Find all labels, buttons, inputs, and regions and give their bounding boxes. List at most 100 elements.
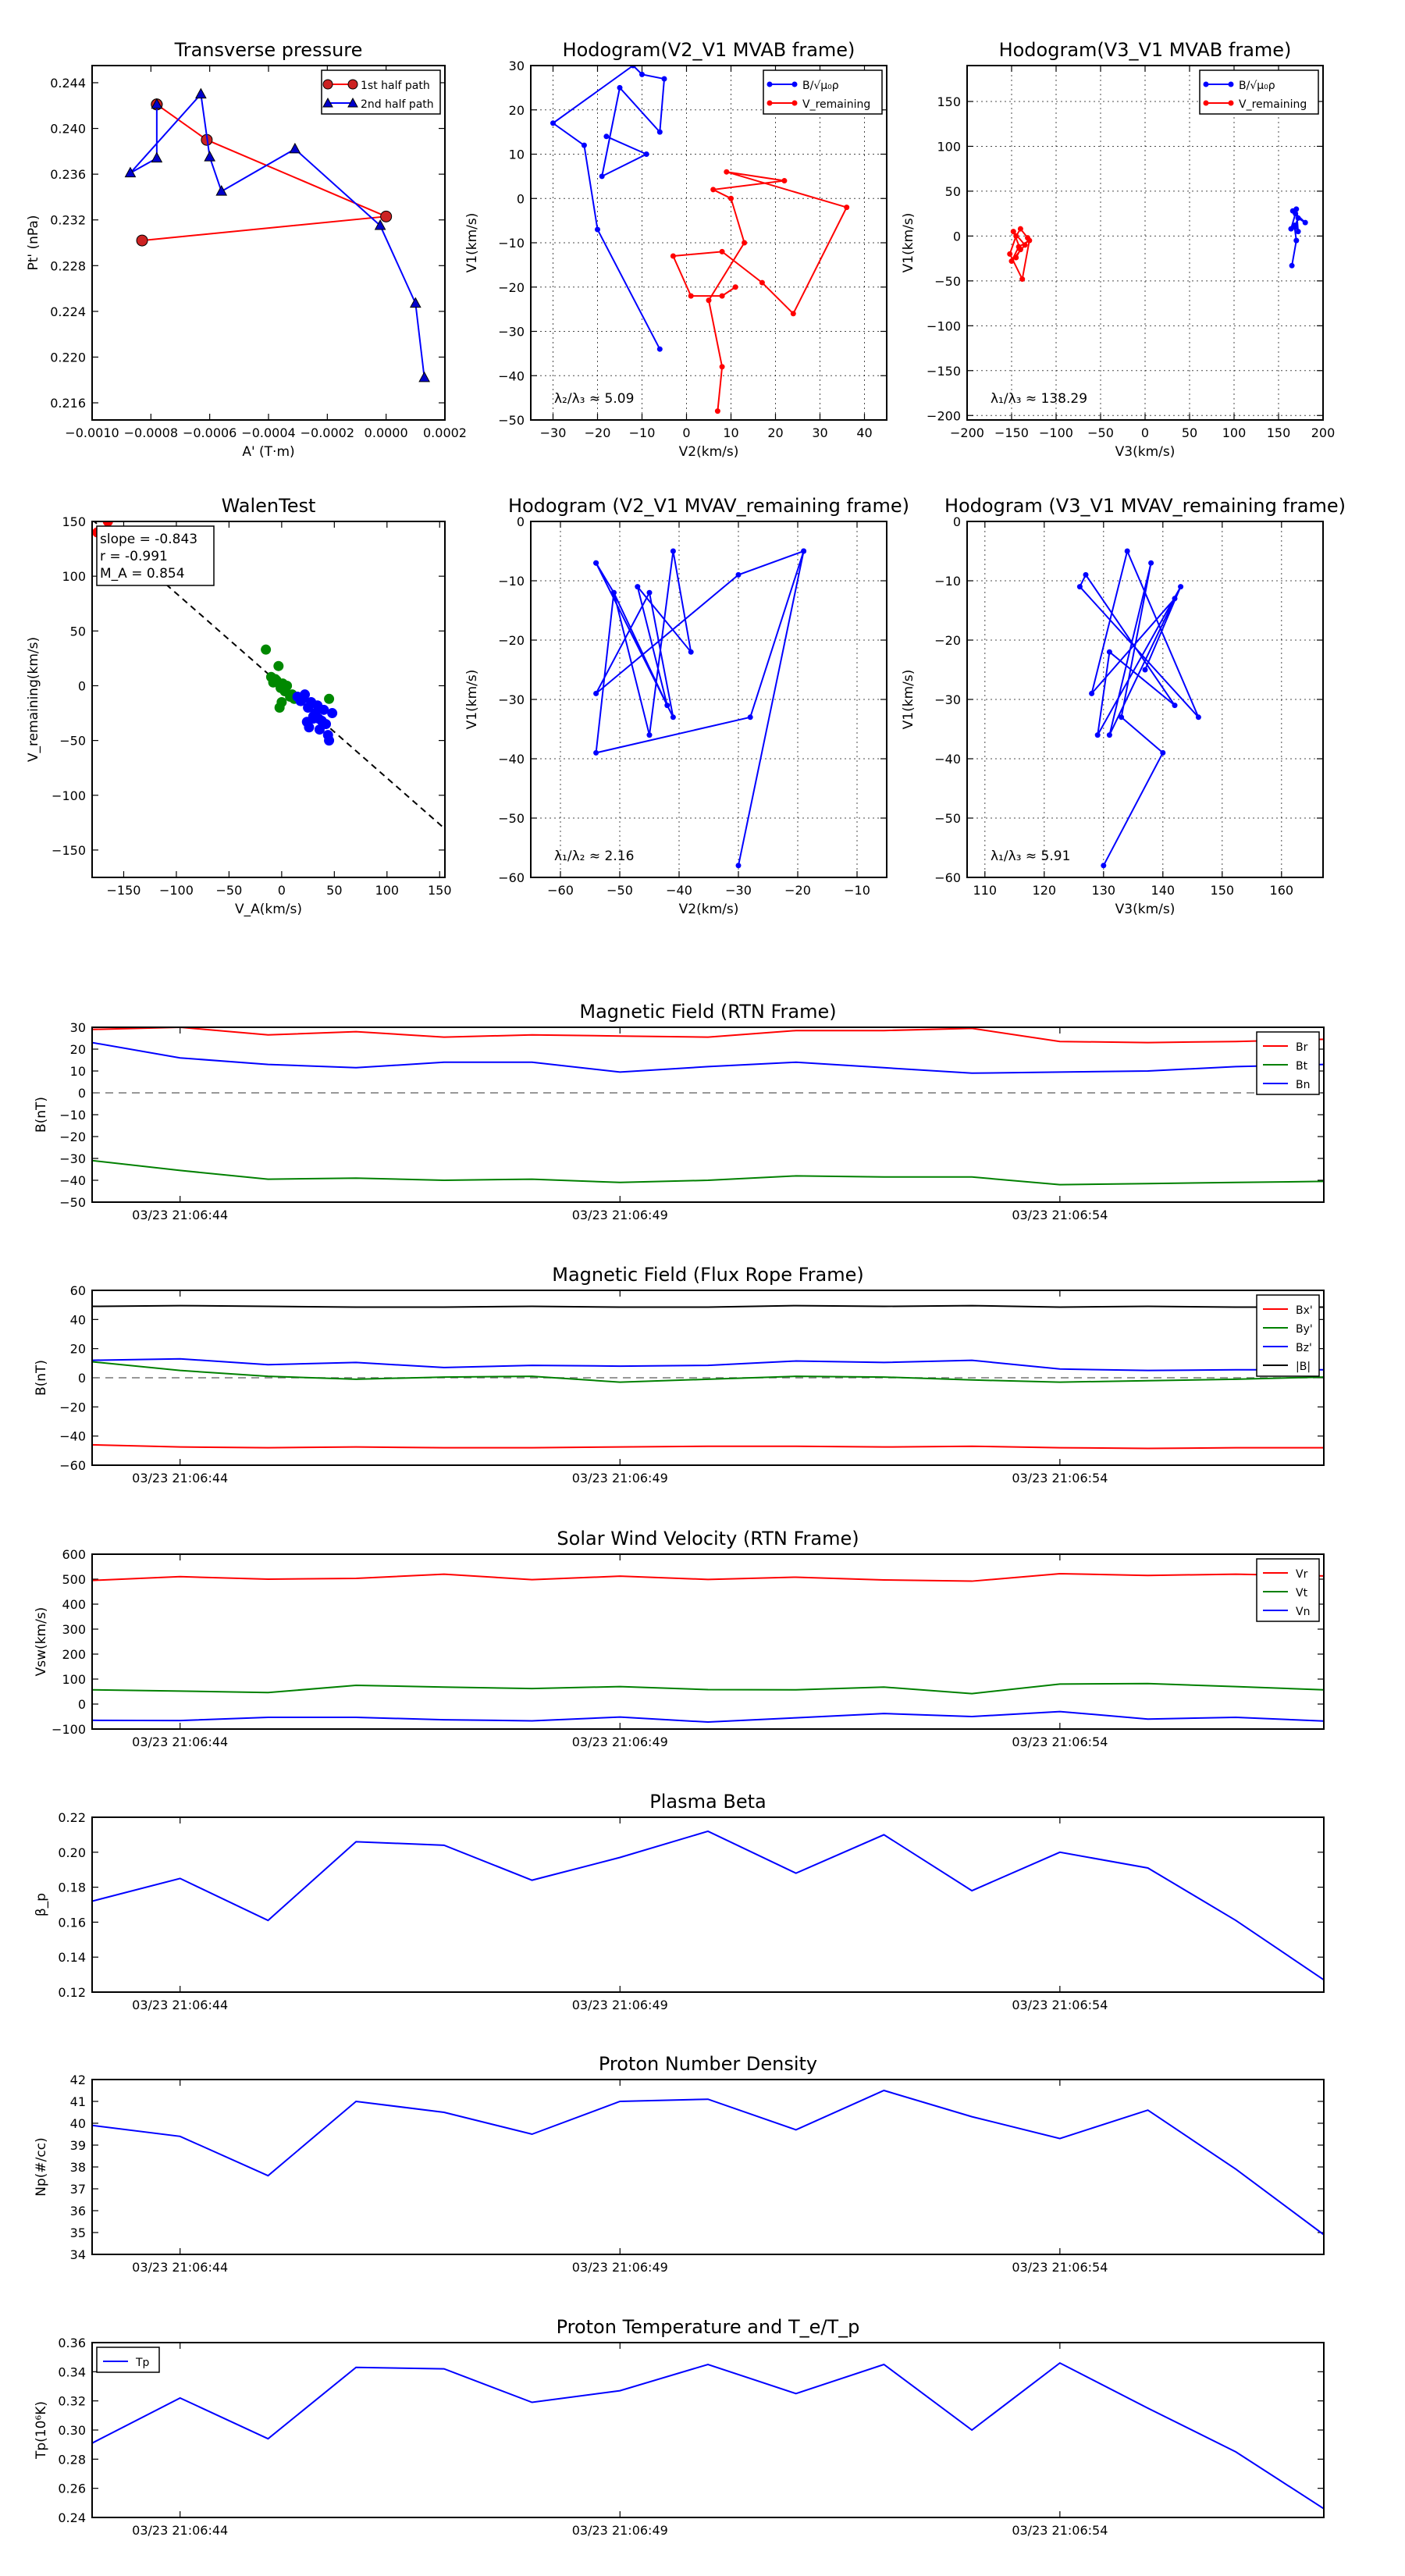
data-point (610, 589, 617, 596)
x-tick-label: 03/23 21:06:49 (572, 2260, 668, 2275)
data-point (710, 187, 717, 193)
data-point (643, 151, 649, 157)
data-point (380, 210, 393, 222)
data-point (719, 364, 725, 370)
plot-area (124, 87, 430, 382)
data-point (1017, 226, 1023, 232)
x-tick-label: −0.0002 (301, 425, 354, 440)
data-point (322, 730, 333, 741)
series-line-V2 (738, 550, 805, 866)
x-tick-label: 03/23 21:06:54 (1012, 1998, 1108, 2012)
data-point (1142, 667, 1148, 673)
data-point (1293, 237, 1300, 244)
data-point (1025, 235, 1031, 241)
data-point (151, 98, 163, 109)
data-point (550, 120, 556, 126)
plot-frame (91, 1026, 1325, 1203)
y-tick-label: 0.228 (50, 258, 86, 273)
data-point (1288, 226, 1294, 232)
x-axis-label: V3(km/s) (1115, 902, 1176, 917)
x-tick-label: 120 (1033, 883, 1057, 898)
y-tick-label: 41 (70, 2094, 86, 2109)
plot-frame (91, 1816, 1325, 1993)
data-point (844, 205, 850, 211)
y-tick-label: 100 (937, 139, 961, 154)
y-tick-label: 0.20 (58, 1845, 86, 1860)
series-line-Vt (92, 1682, 1324, 1695)
chart-np: Proton Number Density 03/23 21:06:44 03/23… (34, 2053, 1325, 2275)
data-point (270, 674, 281, 685)
data-point (1094, 732, 1101, 738)
x-tick-label: 100 (375, 883, 400, 898)
x-tick-label: 03/23 21:06:54 (1012, 2523, 1108, 2538)
x-tick-label: 0.0002 (423, 425, 467, 440)
y-tick-label: −30 (498, 325, 525, 340)
series-line-Tp (92, 2361, 1324, 2510)
data-point (719, 293, 725, 299)
y-tick-label: −40 (498, 368, 525, 383)
stats-line: M_A = 0.854 (100, 566, 185, 582)
x-tick-label: 110 (973, 883, 998, 898)
data-point (1089, 690, 1095, 696)
series-line-By' (92, 1361, 1324, 1383)
series-line-Vn (92, 1710, 1324, 1724)
plot-frame (91, 2079, 1325, 2255)
y-axis-label: V1(km/s) (464, 213, 480, 273)
y-tick-label: 100 (62, 1672, 86, 1687)
x-tick-label: 03/23 21:06:44 (132, 1208, 228, 1222)
y-tick-label: −40 (59, 1429, 86, 1444)
x-tick-label: 03/23 21:06:49 (572, 1471, 668, 1485)
data-point (314, 724, 325, 735)
y-axis-label: Vsw(km/s) (34, 1607, 49, 1677)
plot-frame (91, 65, 446, 421)
legend-label: By' (1296, 1323, 1313, 1336)
x-tick-label: −60 (547, 883, 574, 898)
ratio-annotation: λ₁/λ₃ ≈ 138.29 (991, 391, 1087, 407)
chart-title: Solar Wind Velocity (RTN Frame) (557, 1528, 859, 1550)
y-tick-label: −60 (498, 870, 525, 885)
y-tick-label: 0 (517, 191, 525, 206)
data-point (719, 248, 725, 254)
y-tick-label: 100 (62, 569, 86, 584)
x-axis-label: V2(km/s) (679, 444, 739, 460)
y-tick-label: 0.220 (50, 350, 86, 365)
y-tick-label: −20 (498, 280, 525, 295)
y-tick-label: 0.12 (58, 1985, 86, 2000)
x-tick-label: 0 (1141, 425, 1149, 440)
data-point (706, 297, 712, 304)
legend-label: Br (1296, 1041, 1308, 1054)
plot-area (92, 1830, 1324, 1981)
ratio-annotation: λ₂/λ₃ ≈ 5.09 (554, 391, 634, 407)
plot-frame (91, 1290, 1325, 1466)
x-tick-label: 03/23 21:06:44 (132, 1471, 228, 1485)
y-tick-label: 0.232 (50, 213, 86, 228)
plot-area (1007, 206, 1308, 283)
x-tick-label: −200 (950, 425, 984, 440)
y-tick-label: 300 (62, 1622, 86, 1637)
chart-hodo_v3v1: Hodogram(V3_V1 MVAB frame) −200 −150 −100 −5… (901, 39, 1335, 460)
y-tick-label: −30 (59, 1151, 86, 1166)
plot-area (92, 2089, 1324, 2236)
data-point (301, 717, 312, 728)
legend: Bx' By' Bz' |B| (1256, 1294, 1320, 1377)
x-tick-label: 40 (856, 425, 872, 440)
x-tick-label: 50 (1182, 425, 1197, 440)
y-tick-label: 0.28 (58, 2452, 86, 2467)
y-tick-label: 0 (953, 514, 961, 529)
x-axis-label: V2(km/s) (679, 902, 739, 917)
y-tick-label: −50 (59, 734, 86, 749)
y-tick-label: 0 (517, 514, 525, 529)
legend-label: Bn (1296, 1079, 1310, 1091)
x-tick-label: −0.0008 (124, 425, 178, 440)
data-point (409, 297, 422, 308)
legend-label: Bz' (1296, 1342, 1312, 1354)
legend-box (763, 69, 883, 115)
x-axis-label: V_A(km/s) (235, 902, 302, 917)
y-tick-label: 0.240 (50, 122, 86, 137)
x-tick-label: 0 (278, 883, 286, 898)
plot-frame (91, 521, 446, 878)
y-tick-label: 0.32 (58, 2394, 86, 2409)
y-tick-label: 500 (62, 1572, 86, 1587)
x-tick-label: 03/23 21:06:44 (132, 2260, 228, 2275)
y-tick-label: 0.216 (50, 396, 86, 411)
